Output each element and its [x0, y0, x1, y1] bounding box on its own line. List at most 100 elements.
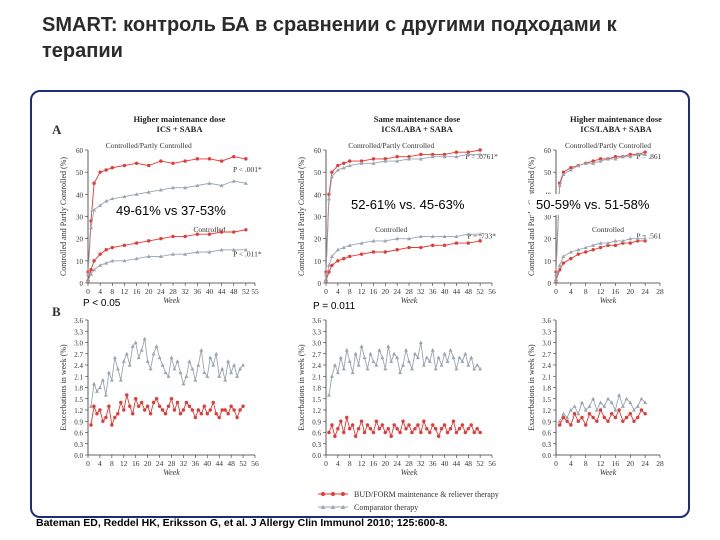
chart-a-3: 01020304050600481216202428WeekControlled… [527, 114, 664, 305]
data-point [131, 412, 135, 416]
chart-annotation: P < .001* [233, 165, 262, 174]
x-tick-label: 48 [230, 287, 238, 296]
data-point [410, 430, 414, 435]
y-tick-label: 40 [76, 191, 84, 199]
data-point [371, 359, 376, 363]
data-point [598, 245, 603, 250]
data-point [602, 415, 606, 420]
x-tick-label: 0 [86, 287, 90, 296]
data-point [407, 359, 411, 363]
data-point [478, 430, 482, 435]
data-point [572, 404, 577, 408]
data-point [413, 427, 417, 431]
data-point [628, 154, 633, 159]
y-tick-label: 0.9 [312, 418, 321, 426]
data-point [591, 248, 595, 252]
x-tick-label: 28 [405, 459, 413, 468]
data-point [232, 154, 236, 159]
x-tick-label: 20 [145, 287, 153, 296]
data-point [639, 408, 644, 412]
y-tick-label: 0.3 [312, 441, 321, 449]
data-point [362, 430, 367, 435]
data-point [136, 404, 141, 408]
data-point [332, 363, 337, 367]
data-point [91, 381, 96, 386]
data-point [166, 404, 171, 408]
data-point [436, 355, 441, 360]
data-point [451, 419, 456, 423]
chart-title: Same maintenance dose [374, 114, 461, 124]
data-point [208, 355, 213, 360]
data-point [454, 366, 459, 371]
x-tick-label: 4 [336, 459, 340, 468]
data-point [419, 430, 423, 435]
legend-marker [331, 492, 335, 496]
data-point [583, 161, 588, 165]
y-tick-label: 1.5 [542, 396, 551, 404]
data-point [157, 355, 162, 360]
data-point [460, 359, 465, 363]
x-tick-label: 36 [429, 459, 437, 468]
x-tick-label: 0 [86, 459, 90, 468]
y-tick-label: 1.5 [74, 396, 83, 404]
data-point [145, 404, 150, 408]
data-point [187, 359, 192, 363]
legend-marker [341, 492, 345, 496]
data-point [580, 415, 584, 420]
data-point [327, 430, 331, 435]
data-point [104, 248, 108, 252]
data-point [383, 250, 387, 254]
data-point [383, 238, 388, 243]
y-tick-label: 3.3 [542, 328, 551, 336]
data-point [620, 154, 625, 159]
data-point [632, 419, 636, 423]
callout-left: 49-61% vs 37-53% [110, 200, 232, 221]
data-point [112, 355, 117, 360]
x-axis-label: Week [401, 468, 418, 477]
data-point [136, 355, 141, 360]
data-point [146, 254, 151, 258]
x-tick-label: 12 [358, 287, 366, 296]
data-point [392, 423, 396, 427]
data-point [178, 370, 183, 375]
data-point [374, 419, 379, 423]
data-point [565, 415, 570, 420]
data-point [624, 396, 629, 401]
data-point [330, 263, 334, 267]
data-point [398, 430, 402, 435]
data-point [92, 404, 96, 408]
x-tick-label: 40 [441, 459, 449, 468]
data-point [463, 351, 468, 356]
x-tick-label: 20 [627, 459, 635, 468]
legend-marker [320, 504, 326, 509]
chart-b-1: 0.0 0.3 0.6 0.9 1.2 1.5 1.8 2.1 2.4 2.7 3.0 3.3 3.6 0… [59, 317, 259, 477]
citation: Bateman ED, Reddel HK, Eriksson G, et al… [36, 517, 448, 529]
x-tick-label: 40 [441, 287, 449, 296]
data-point [347, 163, 352, 168]
data-point [98, 263, 103, 267]
data-point [427, 359, 432, 363]
data-point [157, 404, 162, 408]
data-point [371, 250, 376, 254]
data-point [587, 412, 592, 416]
y-tick-label: 2.1 [74, 373, 83, 381]
data-point [330, 423, 334, 427]
x-tick-label: 4 [336, 287, 340, 296]
data-point [365, 366, 370, 371]
data-point [561, 415, 566, 420]
legend-label: Comparator therapy [354, 503, 418, 512]
data-point [184, 374, 189, 378]
data-point [171, 234, 175, 239]
data-point [336, 163, 340, 168]
x-tick-label: 28 [656, 459, 664, 468]
data-point [628, 412, 632, 416]
data-point [572, 412, 577, 416]
data-point [97, 385, 102, 390]
data-point [635, 236, 640, 241]
data-point [151, 351, 156, 356]
data-point [554, 278, 558, 283]
data-point [371, 238, 376, 243]
data-point [466, 241, 470, 245]
x-tick-label: 0 [554, 459, 558, 468]
